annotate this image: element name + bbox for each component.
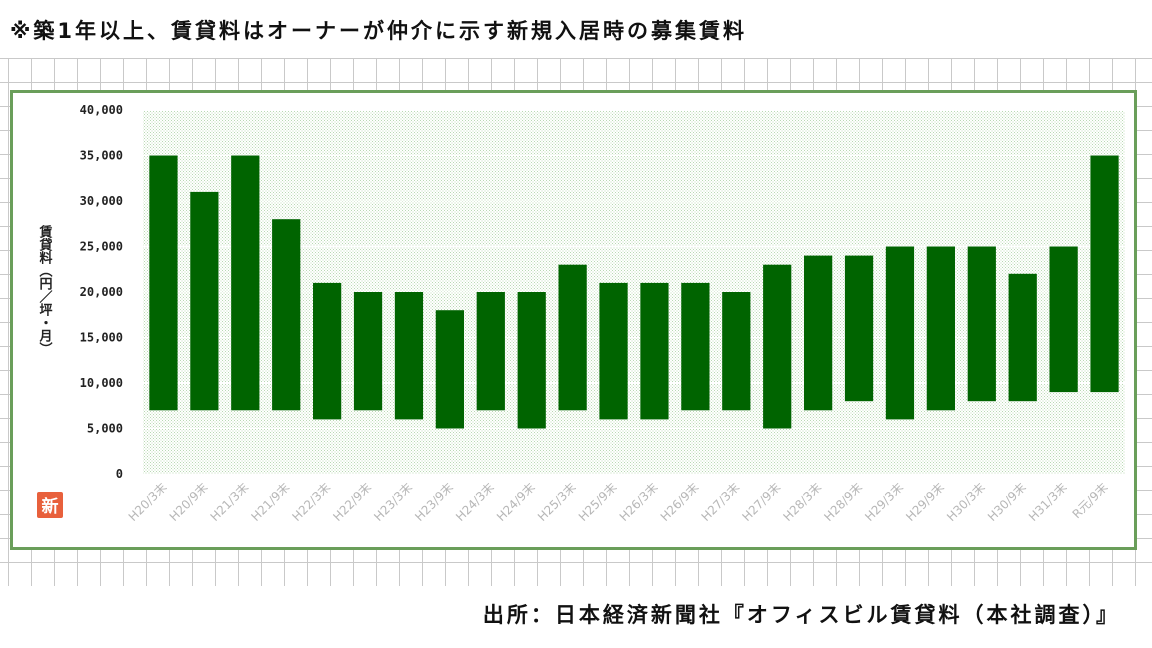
x-tick-label: H27/3末 [699, 480, 743, 524]
bar [272, 219, 301, 411]
bar [599, 282, 628, 420]
x-tick-label: H27/9末 [740, 480, 784, 524]
source-citation: 出所：日本経済新聞社『オフィスビル賃貸料（本社調査）』 [482, 603, 1120, 627]
x-tick-label: H29/3末 [862, 480, 906, 524]
x-tick-label: H25/3末 [535, 480, 579, 524]
bar [1049, 246, 1078, 393]
bar [844, 255, 874, 402]
y-tick-label: 0 [116, 467, 123, 481]
bar [1008, 273, 1037, 402]
x-tick-label: H23/3末 [371, 480, 415, 524]
x-tick-label: H21/9末 [249, 480, 293, 524]
bar [149, 155, 178, 411]
x-tick-label: H26/9末 [658, 480, 702, 524]
bars [149, 155, 1119, 429]
x-tick-labels: H20/3末H20/9末H21/3末H21/9末H22/3末H22/9末H23/… [126, 480, 1111, 524]
footer-band [0, 586, 1152, 648]
x-tick-label: R元/9末 [1070, 480, 1111, 521]
x-tick-label: H22/3末 [289, 480, 333, 524]
bar [394, 292, 424, 420]
x-tick-label: H30/9末 [985, 480, 1029, 524]
x-tick-label: H24/3末 [453, 480, 497, 524]
y-tick-labels: 0 5,000 10,000 15,000 20,000 25,000 30,000 35,0… [80, 103, 123, 481]
y-tick-label: 20,000 [80, 285, 123, 299]
y-tick-label: 30,000 [80, 194, 123, 208]
gridlines [143, 109, 1125, 429]
bar [476, 292, 505, 411]
bar [681, 282, 710, 411]
bar [517, 292, 546, 429]
bar [640, 282, 669, 420]
x-tick-label: H20/3末 [126, 480, 170, 524]
y-tick-label: 10,000 [80, 376, 123, 390]
x-tick-label: H25/9末 [576, 480, 620, 524]
bar [435, 310, 464, 429]
y-tick-label: 5,000 [87, 422, 123, 436]
header-band [0, 0, 1152, 58]
y-tick-label: 35,000 [80, 149, 123, 163]
x-tick-label: H31/3末 [1026, 480, 1070, 524]
x-tick-label: H28/9末 [821, 480, 865, 524]
bar [1090, 155, 1119, 393]
chart-note: ※築1年以上、賃貸料はオーナーが仲介に示す新規入居時の募集賃料 [10, 19, 748, 43]
bar [804, 255, 833, 411]
x-tick-label: H20/9末 [167, 480, 211, 524]
bar [231, 155, 260, 411]
x-tick-label: H28/3末 [780, 480, 824, 524]
bar [967, 246, 996, 402]
bar [926, 246, 955, 411]
bar [558, 264, 587, 411]
bar [722, 292, 751, 411]
y-tick-label: 25,000 [80, 240, 123, 254]
bar [763, 264, 792, 429]
logo-text: 新 [42, 496, 59, 517]
bar [885, 246, 915, 420]
y-axis-label: 賃貸料（円／坪・月） [37, 224, 54, 355]
bar [190, 191, 219, 411]
x-tick-label: H21/3末 [208, 480, 252, 524]
x-tick-label: H30/3末 [944, 480, 988, 524]
x-tick-label: H29/9末 [903, 480, 947, 524]
nikkei-logo: 新 [37, 492, 63, 518]
x-tick-label: H23/9末 [412, 480, 456, 524]
y-tick-label: 40,000 [80, 103, 123, 117]
y-tick-label: 15,000 [80, 331, 123, 345]
x-tick-label: H26/3末 [617, 480, 661, 524]
bar [353, 292, 383, 411]
x-tick-label: H24/9末 [494, 480, 538, 524]
x-tick-label: H22/9末 [330, 480, 374, 524]
logo-badge [37, 492, 63, 518]
bar [313, 282, 342, 420]
